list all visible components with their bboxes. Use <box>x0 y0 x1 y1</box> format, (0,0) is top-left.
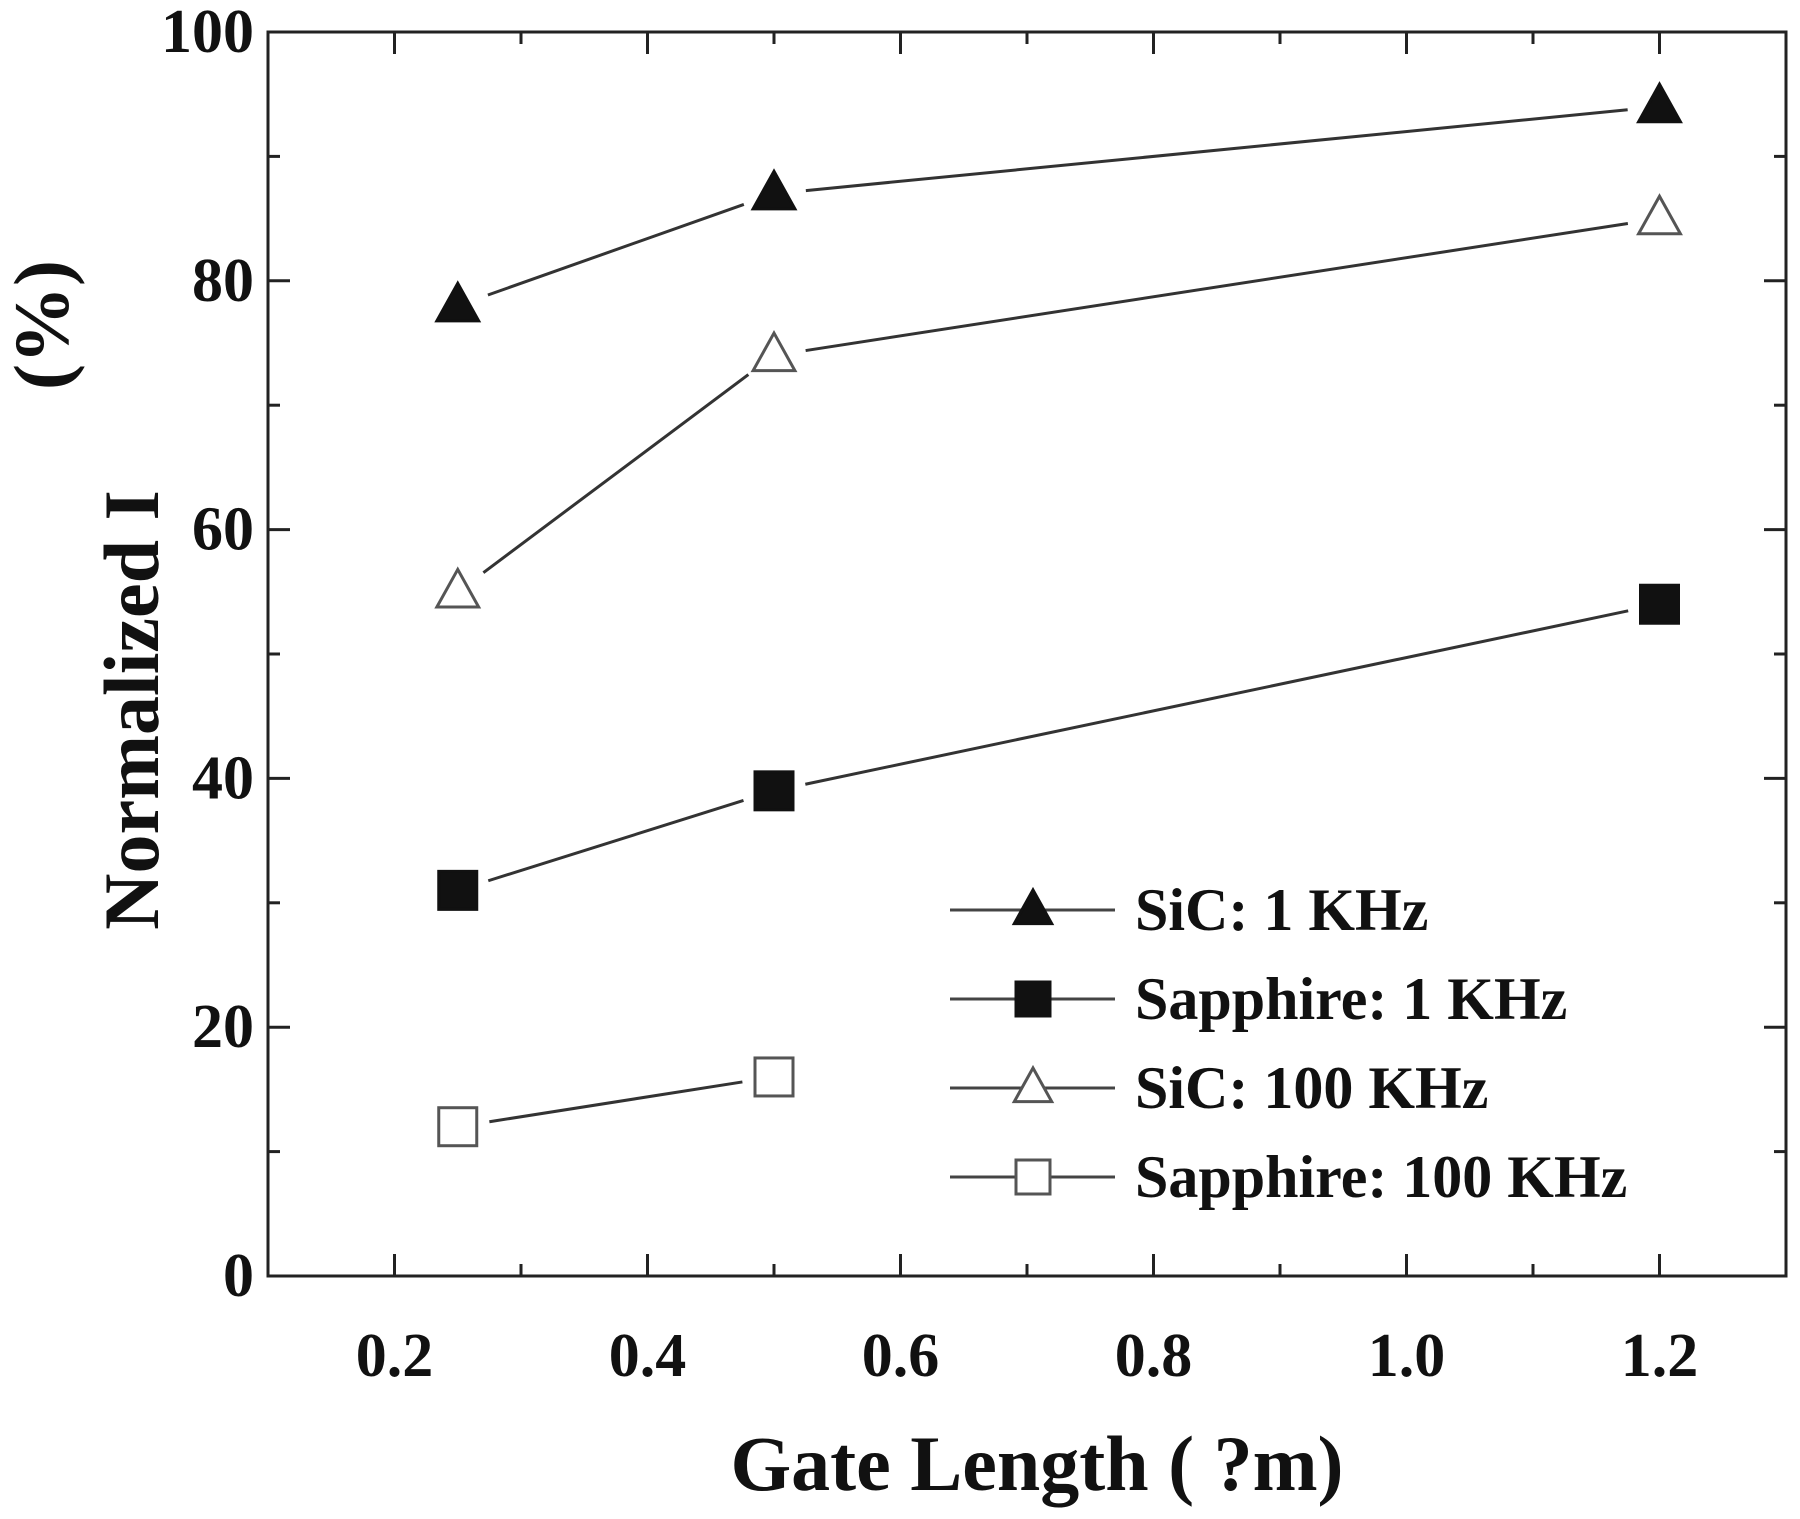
data-point <box>434 566 482 609</box>
y-axis-unit: (%) <box>0 260 85 390</box>
legend-marker <box>1011 1064 1055 1104</box>
series-line-segment <box>487 202 745 297</box>
y-tick-label: 80 <box>192 247 254 315</box>
data-point <box>753 1056 795 1098</box>
data-point <box>437 1106 479 1148</box>
legend-marker <box>1014 1158 1052 1196</box>
x-tick-label: 1.0 <box>1368 1322 1446 1390</box>
data-point <box>1636 81 1683 124</box>
series-layer <box>434 81 1683 1148</box>
series-3 <box>437 1056 795 1148</box>
axis-ticks <box>268 30 1786 1278</box>
y-axis-label: Normalized I <box>88 490 175 930</box>
series-line-segment <box>805 609 1629 786</box>
x-tick-label: 0.6 <box>862 1322 940 1390</box>
series-line-segment <box>487 799 744 883</box>
y-tick-label: 20 <box>192 993 254 1061</box>
legend-label: SiC: 100 KHz <box>1135 1055 1488 1121</box>
series-line-segment <box>482 373 750 574</box>
legend-label: Sapphire: 100 KHz <box>1135 1144 1627 1210</box>
series-2 <box>434 193 1683 609</box>
legend-label: SiC: 1 KHz <box>1135 877 1428 943</box>
x-axis-label: Gate Length ( ?m) <box>730 1420 1343 1507</box>
legend-label: Sapphire: 1 KHz <box>1135 966 1567 1032</box>
y-tick-labels: 0 20 40 60 80 100 <box>161 0 254 1310</box>
data-point <box>434 280 482 323</box>
data-point <box>753 770 795 812</box>
y-tick-label: 40 <box>192 744 254 812</box>
series-1 <box>437 583 1680 911</box>
data-point <box>750 168 798 211</box>
data-point <box>437 869 479 911</box>
series-line-segment <box>489 1080 743 1124</box>
series-0 <box>434 81 1683 323</box>
data-point <box>750 329 798 373</box>
x-tick-label: 0.8 <box>1115 1322 1193 1390</box>
x-tick-label: 1.2 <box>1621 1322 1699 1390</box>
x-tick-labels: 0.2 0.4 0.6 0.8 1.0 1.2 <box>356 1322 1699 1390</box>
legend-marker <box>1014 980 1052 1018</box>
series-line-segment <box>805 222 1629 353</box>
x-tick-label: 0.2 <box>356 1322 434 1390</box>
legend: SiC: 1 KHz Sapphire: 1 KHz SiC: 100 KHz Sap… <box>950 877 1627 1210</box>
y-tick-label: 100 <box>161 0 254 66</box>
x-tick-label: 0.4 <box>609 1322 687 1390</box>
legend-marker <box>1011 886 1055 926</box>
y-tick-label: 60 <box>192 496 254 564</box>
data-point <box>1639 583 1680 625</box>
y-tick-label: 0 <box>223 1242 254 1310</box>
series-line-segment <box>805 108 1628 193</box>
data-point <box>1636 193 1683 236</box>
